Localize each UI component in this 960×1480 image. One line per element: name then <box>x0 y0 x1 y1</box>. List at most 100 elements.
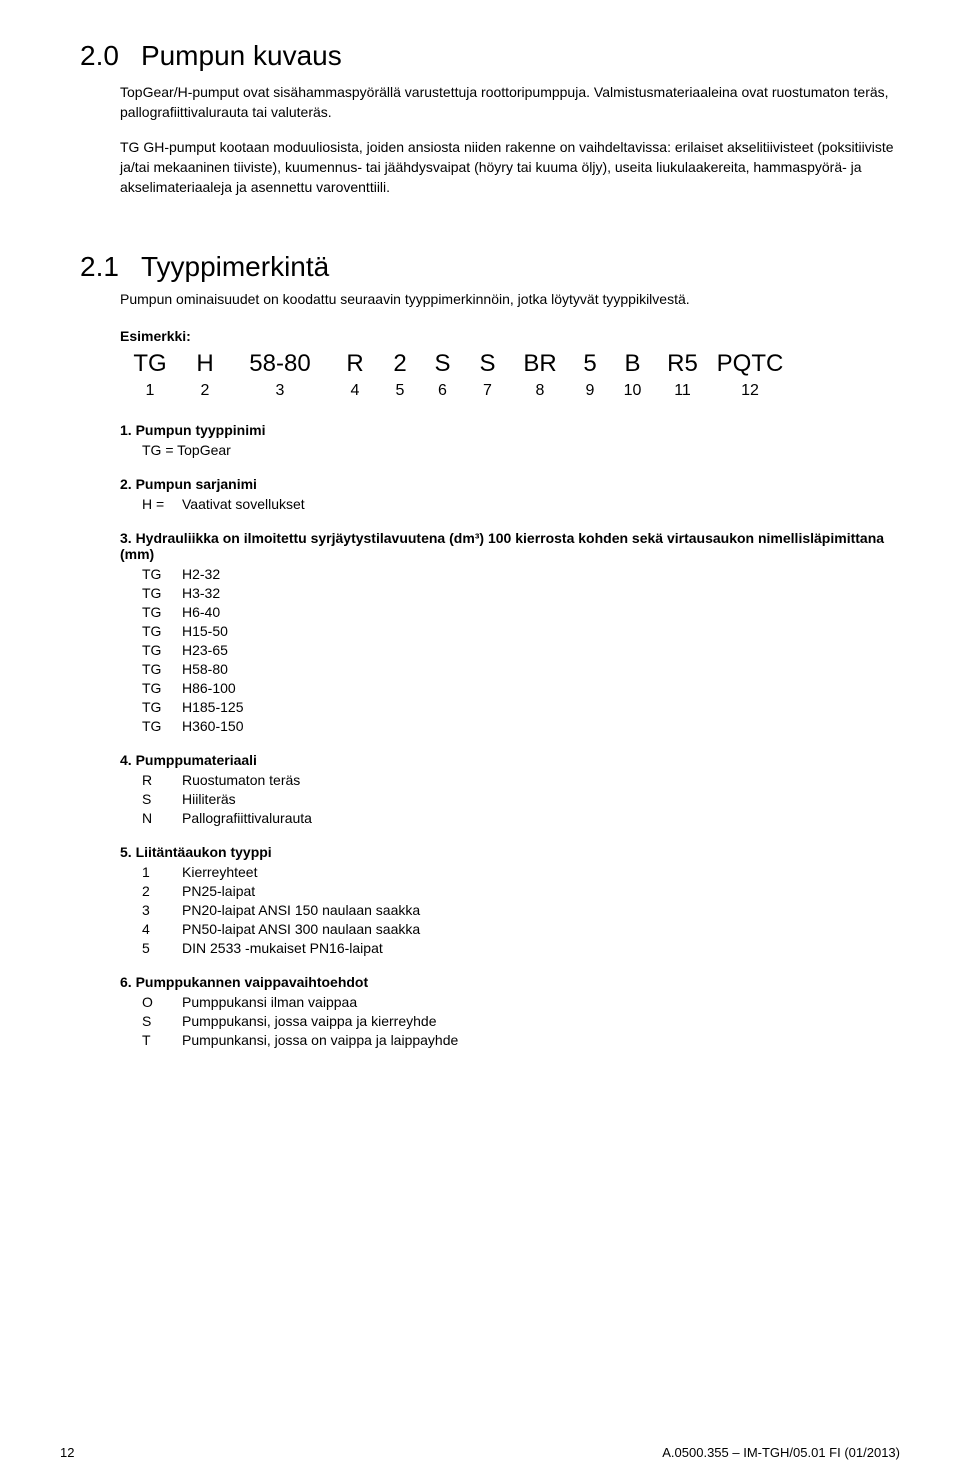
legend-key: TG <box>142 566 182 582</box>
legend-item-title: 3. Hydrauliikka on ilmoitettu syrjäytyst… <box>120 530 900 562</box>
legend-item-row: SPumppukansi, jossa vaippa ja kierreyhde <box>142 1013 900 1029</box>
legend-key: 1 <box>142 864 182 880</box>
legend-value: Vaativat sovellukset <box>182 496 900 512</box>
type-code-cell: TG <box>120 350 180 378</box>
legend-item-row: TGH185-125 <box>142 699 900 715</box>
legend-value: Pumpunkansi, jossa on vaippa ja laippayh… <box>182 1032 900 1048</box>
legend-item-row: TGH15-50 <box>142 623 900 639</box>
type-code-index-cell: 11 <box>655 382 710 400</box>
legend-item-row: TGH6-40 <box>142 604 900 620</box>
section-2-0-para-1: TopGear/H-pumput ovat sisähammaspyörällä… <box>120 82 900 123</box>
legend-item-row: 4PN50-laipat ANSI 300 naulaan saakka <box>142 921 900 937</box>
legend-item-row: OPumppukansi ilman vaippaa <box>142 994 900 1010</box>
section-number: 2.0 <box>80 40 119 72</box>
legend-item-row: TGH23-65 <box>142 642 900 658</box>
type-code-index-cell: 3 <box>230 382 330 400</box>
type-code-index-row: 123456789101112 <box>120 382 900 400</box>
legend-key: T <box>142 1032 182 1048</box>
legend-value: H58-80 <box>182 661 900 677</box>
legend-value: PN25-laipat <box>182 883 900 899</box>
section-2-0-para-2: TG GH-pumput kootaan moduuliosista, joid… <box>120 137 900 198</box>
legend-value: Pumppukansi ilman vaippaa <box>182 994 900 1010</box>
legend-key: TG <box>142 585 182 601</box>
legend-item-title: 5. Liitäntäaukon tyyppi <box>120 844 900 860</box>
legend-item: 1. Pumpun tyyppinimi TG = TopGear <box>120 422 900 458</box>
legend-item: 2. Pumpun sarjanimi H =Vaativat sovelluks… <box>120 476 900 512</box>
legend-value: DIN 2533 -mukaiset PN16-laipat <box>182 940 900 956</box>
legend-value: H3-32 <box>182 585 900 601</box>
legend-value: Pumppukansi, jossa vaippa ja kierreyhde <box>182 1013 900 1029</box>
page-number: 12 <box>60 1445 74 1460</box>
legend-item: 4. Pumppumateriaali RRuostumaton teräs SHi… <box>120 752 900 826</box>
legend-key: H = <box>142 496 182 512</box>
legend-item-row: RRuostumaton teräs <box>142 772 900 788</box>
type-code-index-cell: 12 <box>710 382 790 400</box>
legend-key: S <box>142 791 182 807</box>
legend-value: H360-150 <box>182 718 900 734</box>
type-code-index-cell: 4 <box>330 382 380 400</box>
section-2-1-intro: Pumpun ominaisuudet on koodattu seuraavi… <box>120 289 900 309</box>
legend-key: TG <box>142 680 182 696</box>
legend-item-row: TGH360-150 <box>142 718 900 734</box>
type-code-cell: PQTC <box>710 350 790 378</box>
legend-value: H23-65 <box>182 642 900 658</box>
legend-item-title: 1. Pumpun tyyppinimi <box>120 422 900 438</box>
type-code-row: TGH58-80R2SSBR5BR5PQTC <box>120 350 900 378</box>
legend-item-row: 2PN25-laipat <box>142 883 900 899</box>
example-label: Esimerkki: <box>120 328 900 344</box>
legend-key: N <box>142 810 182 826</box>
legend-value: Kierreyhteet <box>182 864 900 880</box>
legend-value: H2-32 <box>182 566 900 582</box>
type-code-index-cell: 2 <box>180 382 230 400</box>
type-code-cell: 58-80 <box>230 350 330 378</box>
legend-item-row: SHiiliteräs <box>142 791 900 807</box>
legend-item-row: 3PN20-laipat ANSI 150 naulaan saakka <box>142 902 900 918</box>
type-code-index-cell: 10 <box>610 382 655 400</box>
legend-key: TG <box>142 623 182 639</box>
legend-item: 5. Liitäntäaukon tyyppi 1Kierreyhteet 2PN2… <box>120 844 900 956</box>
legend-item-row: 1Kierreyhteet <box>142 864 900 880</box>
legend-item-title: 4. Pumppumateriaali <box>120 752 900 768</box>
legend-value: H6-40 <box>182 604 900 620</box>
legend-item-title: 2. Pumpun sarjanimi <box>120 476 900 492</box>
type-code-index-cell: 8 <box>510 382 570 400</box>
legend-item: 6. Pumppukannen vaippavaihtoehdot OPumppu… <box>120 974 900 1048</box>
type-code-index-cell: 5 <box>380 382 420 400</box>
legend-value: H185-125 <box>182 699 900 715</box>
legend-key: 5 <box>142 940 182 956</box>
page-footer: 12 A.0500.355 – IM-TGH/05.01 FI (01/2013… <box>60 1445 900 1460</box>
legend-key: TG <box>142 642 182 658</box>
legend-key: TG <box>142 604 182 620</box>
legend-value: PN20-laipat ANSI 150 naulaan saakka <box>182 902 900 918</box>
type-code-cell: R <box>330 350 380 378</box>
legend-key: TG <box>142 661 182 677</box>
page: 2.0 Pumpun kuvaus TopGear/H-pumput ovat … <box>0 0 960 1480</box>
type-code-legend: 1. Pumpun tyyppinimi TG = TopGear 2. Pumpu… <box>120 422 900 1048</box>
legend-item-line: TG = TopGear <box>142 442 900 458</box>
legend-item-row: H =Vaativat sovellukset <box>142 496 900 512</box>
type-code-index-cell: 1 <box>120 382 180 400</box>
legend-value: H86-100 <box>182 680 900 696</box>
doc-reference: A.0500.355 – IM-TGH/05.01 FI (01/2013) <box>662 1445 900 1460</box>
legend-item-row: TGH2-32 <box>142 566 900 582</box>
legend-item-row: NPallografiittivalurauta <box>142 810 900 826</box>
legend-key: 4 <box>142 921 182 937</box>
legend-key: O <box>142 994 182 1010</box>
legend-key: TG <box>142 718 182 734</box>
type-code-cell: R5 <box>655 350 710 378</box>
legend-key: 3 <box>142 902 182 918</box>
type-code-cell: 2 <box>380 350 420 378</box>
legend-item-row: TGH3-32 <box>142 585 900 601</box>
type-code-cell: B <box>610 350 655 378</box>
legend-item: 3. Hydrauliikka on ilmoitettu syrjäytyst… <box>120 530 900 734</box>
type-code-index-cell: 7 <box>465 382 510 400</box>
legend-item-row: TGH58-80 <box>142 661 900 677</box>
section-2-1-heading: 2.1 Tyyppimerkintä <box>80 251 900 289</box>
legend-item-title: 6. Pumppukannen vaippavaihtoehdot <box>120 974 900 990</box>
type-code-index-cell: 9 <box>570 382 610 400</box>
type-code-cell: 5 <box>570 350 610 378</box>
legend-value: Hiiliteräs <box>182 791 900 807</box>
section-title: Pumpun kuvaus <box>141 40 342 72</box>
legend-item-row: TGH86-100 <box>142 680 900 696</box>
type-code-index-cell: 6 <box>420 382 465 400</box>
